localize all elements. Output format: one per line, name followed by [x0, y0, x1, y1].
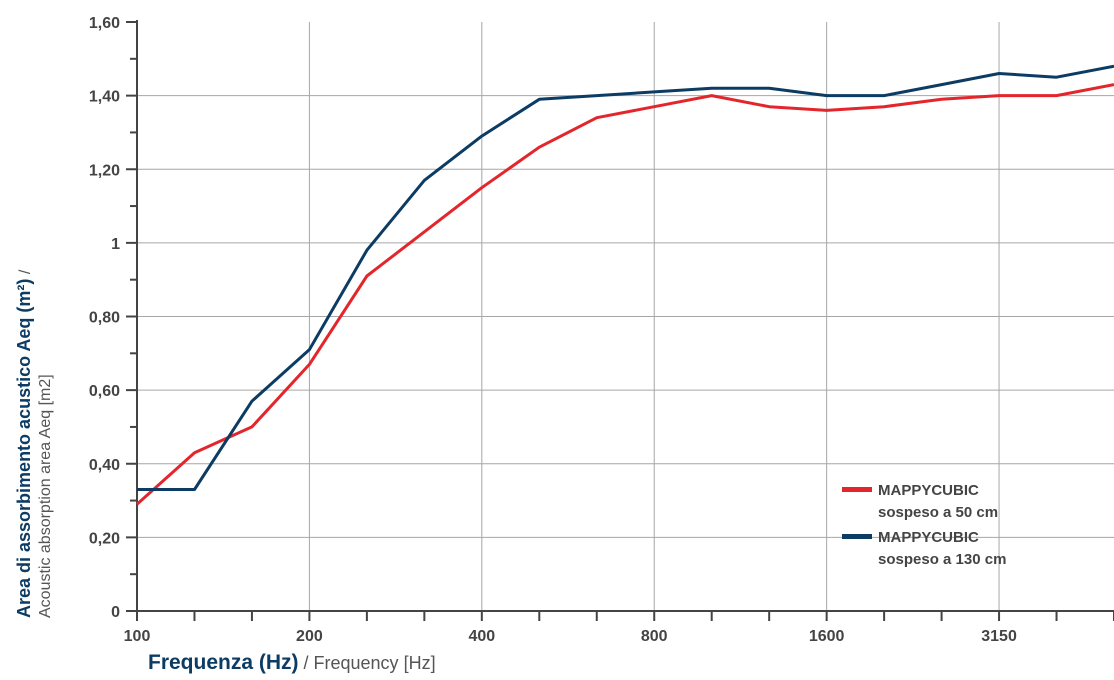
y-axis-title: Area di assorbimento acustico Aeq (m²) /… [14, 269, 54, 618]
y-tick-label: 1,20 [89, 162, 120, 179]
y-tick-label: 0,20 [89, 530, 120, 547]
legend-label-series-2-line2: sospeso a 130 cm [878, 551, 1006, 568]
x-tick-label: 400 [468, 628, 495, 645]
x-tick-label: 1600 [809, 628, 845, 645]
y-tick-label: 1,40 [89, 89, 120, 106]
x-tick-label: 3150 [981, 628, 1017, 645]
y-axis-title-line2: Acoustic absorption area Aeq [m2] [37, 374, 54, 618]
y-tick-label: 0,80 [89, 310, 120, 327]
y-axis-title-bold: Area di assorbimento acustico Aeq (m²) [14, 279, 34, 618]
y-tick-label: 0,40 [89, 457, 120, 474]
series-line-1 [135, 83, 1114, 506]
x-tick-label: 800 [641, 628, 668, 645]
y-tick-label: 1,60 [89, 15, 120, 32]
legend: MAPPYCUBIC sospeso a 50 cm MAPPYCUBIC so… [842, 482, 1006, 568]
y-axis-title-separator: / [17, 269, 34, 278]
legend-swatch-series-2 [842, 534, 872, 539]
grid [137, 22, 1114, 611]
series-lines [135, 64, 1114, 506]
x-axis-title-bold: Frequenza (Hz) [148, 651, 299, 674]
legend-swatch-series-1 [842, 487, 872, 492]
y-tick-label: 0 [111, 604, 120, 621]
x-axis-title-rest: / Frequency [Hz] [299, 653, 436, 673]
x-tick-label: 100 [124, 628, 151, 645]
y-tick-label: 0,60 [89, 383, 120, 400]
legend-label-series-1-line1: MAPPYCUBIC [878, 482, 979, 499]
y-tick-label: 1 [111, 236, 120, 253]
legend-label-series-2-line1: MAPPYCUBIC [878, 529, 979, 546]
x-axis-title: Frequenza (Hz) / Frequency [Hz] [148, 651, 436, 674]
tick-labels: 0 0,20 0,40 0,60 0,80 1 1,20 1,40 1,60 100 200 400 8… [89, 15, 1017, 645]
series-line-2 [137, 64, 1114, 491]
legend-label-series-1-line2: sospeso a 50 cm [878, 504, 998, 521]
x-tick-label: 200 [296, 628, 323, 645]
axes [126, 20, 1114, 621]
svg-text:Area di assorbimento acustico: Area di assorbimento acustico Aeq (m²) / [14, 269, 34, 618]
